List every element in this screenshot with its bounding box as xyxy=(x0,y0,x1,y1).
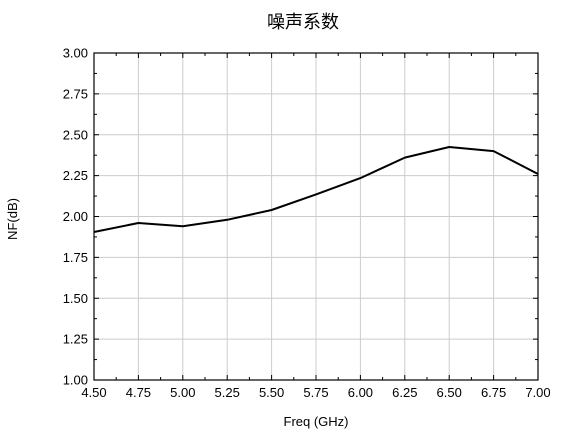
x-tick-label: 5.00 xyxy=(170,385,195,400)
y-tick-label: 1.50 xyxy=(63,291,88,306)
y-tick-label: 3.00 xyxy=(63,46,88,61)
x-tick-label: 4.50 xyxy=(81,385,106,400)
y-tick-labels: 1.00 1.25 1.50 1.75 2.00 2.25 2.50 2.75 3.00 xyxy=(63,46,88,388)
y-tick-label: 1.75 xyxy=(63,250,88,265)
x-tick-label: 6.50 xyxy=(437,385,462,400)
chart-title: 噪声系数 xyxy=(267,12,339,33)
y-tick-label: 2.00 xyxy=(63,209,88,224)
y-tick-label: 2.50 xyxy=(63,127,88,142)
series-line xyxy=(93,146,539,233)
axis-ticks xyxy=(93,52,539,381)
grid xyxy=(93,52,539,381)
y-tick-label: 1.00 xyxy=(63,373,88,388)
y-tick-label: 2.25 xyxy=(63,168,88,183)
x-axis-label: Freq (GHz) xyxy=(284,414,349,429)
y-axis-label: NF(dB) xyxy=(5,198,20,240)
x-tick-label: 4.75 xyxy=(126,385,151,400)
x-tick-label: 5.75 xyxy=(303,385,328,400)
x-tick-label: 7.00 xyxy=(525,385,550,400)
x-tick-labels: 4.50 4.75 5.00 5.25 5.50 5.75 6.00 6.25 6.50 6.75… xyxy=(81,385,550,400)
x-tick-label: 6.75 xyxy=(481,385,506,400)
x-tick-label: 5.50 xyxy=(259,385,284,400)
x-tick-label: 6.25 xyxy=(392,385,417,400)
y-tick-label: 2.75 xyxy=(63,86,88,101)
x-tick-label: 6.00 xyxy=(348,385,373,400)
x-tick-label: 5.25 xyxy=(215,385,240,400)
y-tick-label: 1.25 xyxy=(63,332,88,347)
